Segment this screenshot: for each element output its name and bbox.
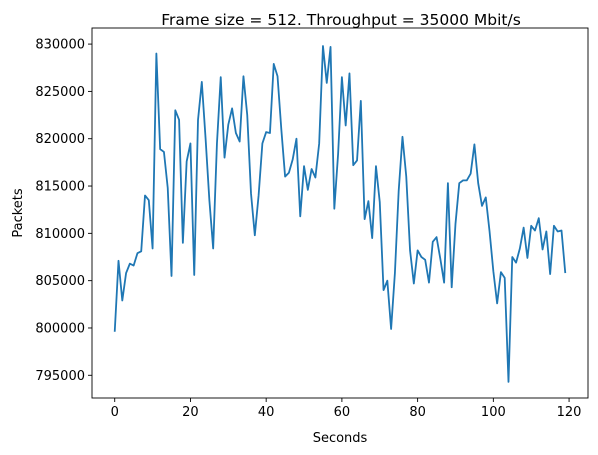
plot-frame [91, 27, 589, 399]
y-tick-label: 820000 [35, 132, 85, 147]
y-tick-label: 810000 [35, 227, 85, 242]
y-tick-label: 825000 [35, 85, 85, 100]
x-axis-label: Seconds [313, 431, 368, 446]
y-axis: 795000 800000 805000 810000 815000 820000 8250… [35, 38, 92, 384]
y-axis-label: Packets [11, 188, 26, 238]
x-tick-label: 100 [481, 405, 506, 420]
y-tick-label: 815000 [35, 180, 85, 195]
x-tick-label: 40 [258, 405, 275, 420]
chart-title: Frame size = 512. Throughput = 35000 Mbi… [161, 11, 521, 29]
y-tick-label: 830000 [35, 38, 85, 53]
x-tick-label: 80 [409, 405, 426, 420]
x-axis: 0 20 40 60 80 100 120 [111, 398, 582, 420]
y-tick-label: 805000 [35, 274, 85, 289]
y-tick-label: 800000 [35, 321, 85, 336]
y-tick-label: 795000 [35, 369, 85, 384]
x-tick-label: 0 [111, 405, 119, 420]
series-line [113, 45, 567, 383]
x-tick-label: 120 [557, 405, 582, 420]
x-tick-label: 20 [182, 405, 199, 420]
x-tick-label: 60 [334, 405, 351, 420]
